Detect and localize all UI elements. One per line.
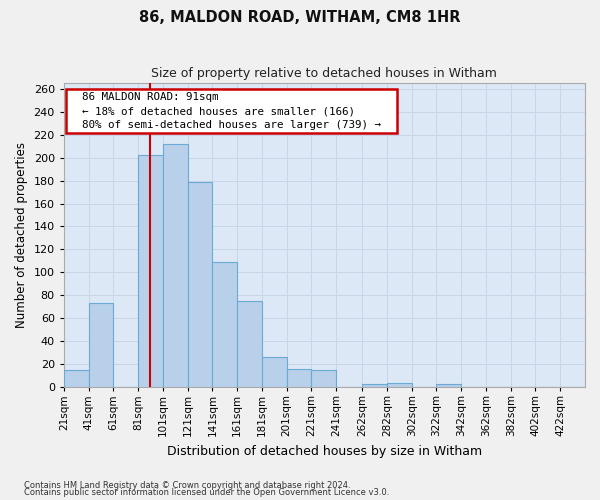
Text: Contains HM Land Registry data © Crown copyright and database right 2024.: Contains HM Land Registry data © Crown c… bbox=[24, 480, 350, 490]
Y-axis label: Number of detached properties: Number of detached properties bbox=[15, 142, 28, 328]
Text: 86 MALDON ROAD: 91sqm
  ← 18% of detached houses are smaller (166)
  80% of semi: 86 MALDON ROAD: 91sqm ← 18% of detached … bbox=[69, 92, 394, 130]
Bar bbox=[163, 144, 188, 387]
Title: Size of property relative to detached houses in Witham: Size of property relative to detached ho… bbox=[151, 68, 497, 80]
Text: Contains public sector information licensed under the Open Government Licence v3: Contains public sector information licen… bbox=[24, 488, 389, 497]
Bar bbox=[237, 301, 262, 387]
Bar bbox=[138, 156, 163, 387]
Bar bbox=[64, 370, 89, 387]
Bar bbox=[311, 370, 336, 387]
Bar bbox=[387, 382, 412, 387]
Bar bbox=[362, 384, 387, 387]
Bar bbox=[287, 368, 311, 387]
Bar bbox=[188, 182, 212, 387]
Bar bbox=[89, 304, 113, 387]
Bar bbox=[212, 262, 237, 387]
Bar bbox=[262, 358, 287, 387]
Bar bbox=[436, 384, 461, 387]
Text: 86, MALDON ROAD, WITHAM, CM8 1HR: 86, MALDON ROAD, WITHAM, CM8 1HR bbox=[139, 10, 461, 25]
X-axis label: Distribution of detached houses by size in Witham: Distribution of detached houses by size … bbox=[167, 444, 482, 458]
